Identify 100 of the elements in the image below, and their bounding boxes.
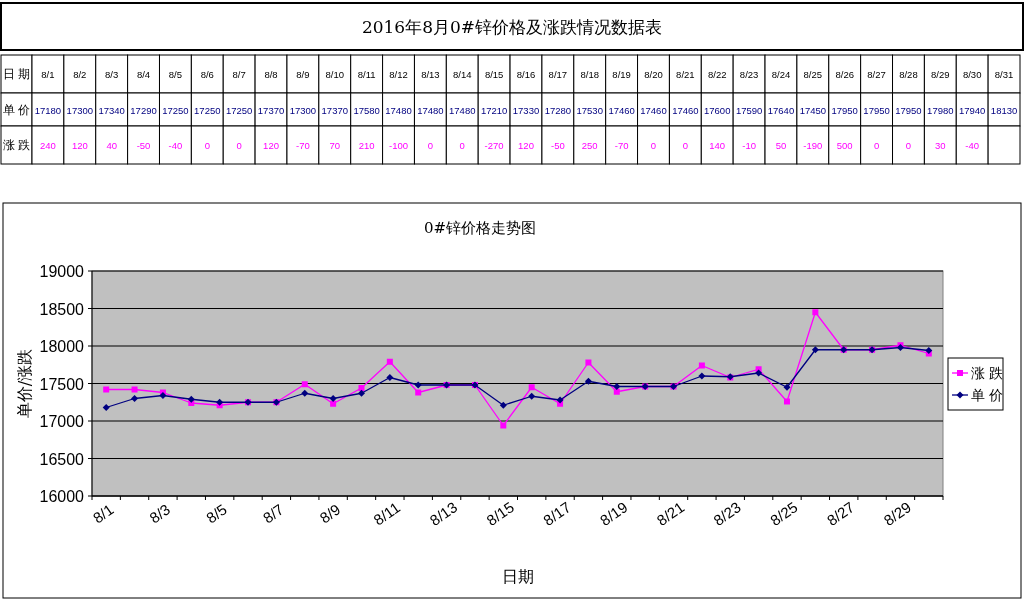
chart-title: 0#锌价格走势图: [423, 219, 537, 237]
data-label: 17640: [767, 104, 795, 116]
data-label: -190: [803, 140, 823, 151]
data-label: 120: [518, 140, 534, 151]
x-tick-label: 8/26: [835, 69, 854, 80]
data-label: 17480: [417, 104, 444, 116]
data-label: 17580: [353, 104, 380, 116]
x-tick-label: 8/17: [548, 69, 568, 80]
data-label: -40: [168, 140, 183, 151]
x-tick-label: 8/8: [264, 69, 278, 80]
x-axis-title: 日期: [501, 567, 534, 586]
x-tick-label: 8/2: [73, 69, 87, 80]
data-label: 17300: [66, 104, 94, 116]
x-tick-label: 8/27: [867, 69, 886, 80]
data-label: -270: [484, 140, 504, 151]
data-label: 30: [935, 140, 946, 151]
x-tick-label: 8/23: [739, 69, 759, 80]
data-label: 0: [236, 140, 242, 151]
data-label: 17950: [863, 104, 890, 116]
data-label: 17980: [927, 104, 954, 116]
x-tick-label: 8/14: [453, 69, 472, 80]
data-label: 120: [263, 140, 279, 151]
x-tick-label: 8/17: [540, 498, 574, 529]
data-label: -50: [136, 140, 151, 151]
data-label: 120: [71, 140, 88, 151]
x-tick-label: 8/31: [994, 69, 1014, 80]
x-tick-label: 8/1: [41, 69, 55, 80]
x-tick-label: 8/27: [823, 498, 858, 529]
data-label: 17950: [895, 104, 922, 116]
x-tick-label: 8/29: [880, 498, 915, 529]
y-tick-label: 17500: [39, 375, 85, 393]
data-label: 17480: [385, 104, 412, 116]
x-tick-label: 8/6: [200, 69, 214, 80]
x-tick-label: 8/13: [421, 69, 440, 80]
x-tick-label: 8/21: [653, 498, 688, 529]
x-tick-label: 8/7: [232, 69, 246, 80]
x-tick-label: 8/24: [771, 69, 791, 80]
x-tick-label: 8/5: [203, 500, 230, 527]
x-tick-label: 8/23: [710, 498, 744, 529]
data-label: 18130: [990, 104, 1018, 116]
x-tick-label: 8/18: [580, 69, 599, 80]
x-tick-label: 8/7: [259, 500, 287, 527]
x-tick-label: 8/11: [370, 498, 404, 529]
data-label: 17480: [449, 104, 476, 116]
y-tick-label: 19000: [39, 263, 85, 280]
x-tick-label: 8/4: [136, 69, 151, 80]
data-label: 17950: [831, 104, 858, 116]
data-label: 17460: [640, 104, 667, 116]
x-tick-label: 8/9: [296, 69, 310, 80]
data-label: 0: [427, 140, 434, 151]
data-label: 50: [775, 140, 787, 151]
data-label: -50: [551, 140, 565, 151]
data-label: 17290: [130, 104, 157, 116]
data-label: 17180: [34, 104, 62, 116]
y-tick-label: 18500: [39, 300, 85, 318]
x-tick-label: 8/9: [316, 500, 344, 527]
data-label: 0: [905, 140, 912, 151]
x-axis-title: 日 期: [2, 67, 31, 81]
data-label: 17250: [225, 104, 253, 116]
data-label: 17300: [289, 104, 317, 116]
data-label: 140: [709, 140, 726, 151]
data-label: -40: [965, 140, 980, 151]
data-label: 0: [873, 140, 880, 151]
data-label: 500: [836, 140, 853, 151]
data-label: 0: [459, 140, 465, 151]
data-label: 17460: [672, 104, 699, 116]
x-tick-label: 8/5: [168, 69, 183, 80]
data-label: 17280: [544, 104, 572, 116]
data-label: -70: [296, 140, 310, 151]
data-label: 250: [581, 140, 598, 151]
data-label: 17210: [480, 104, 508, 116]
data-label: -100: [389, 140, 409, 151]
x-tick-label: 8/1: [89, 500, 117, 527]
x-tick-label: 8/29: [931, 69, 950, 80]
data-label: 240: [40, 140, 56, 151]
x-tick-label: 8/11: [357, 69, 376, 80]
data-label: 17450: [799, 104, 827, 116]
x-tick-label: 8/15: [484, 69, 504, 80]
x-tick-label: 8/25: [766, 498, 801, 529]
data-label: 40: [106, 140, 117, 151]
legend-label: 单 价: [971, 387, 1004, 403]
data-label: 17590: [735, 104, 763, 116]
x-tick-label: 8/3: [146, 500, 174, 527]
y-tick-label: 18000: [39, 338, 85, 355]
y-axis-title: 单价/涨跌: [15, 348, 34, 419]
data-label: 17530: [576, 104, 603, 116]
data-label: -10: [742, 140, 756, 151]
data-label: 17940: [958, 104, 986, 116]
x-tick-label: 8/22: [707, 69, 727, 80]
y-tick-label: 16500: [39, 450, 85, 468]
data-label: 0: [204, 140, 210, 151]
data-label: 0: [682, 140, 688, 151]
data-label: 17460: [608, 104, 635, 116]
chart-title: 2016年8月0#锌价格及涨跌情况数据表: [361, 17, 663, 37]
x-tick-label: 8/15: [483, 498, 517, 529]
data-label: -70: [614, 140, 629, 151]
x-tick-label: 8/20: [644, 69, 663, 80]
x-tick-label: 8/21: [676, 69, 695, 80]
legend-label: 涨 跌: [971, 365, 1004, 381]
data-label: 17340: [98, 104, 125, 116]
